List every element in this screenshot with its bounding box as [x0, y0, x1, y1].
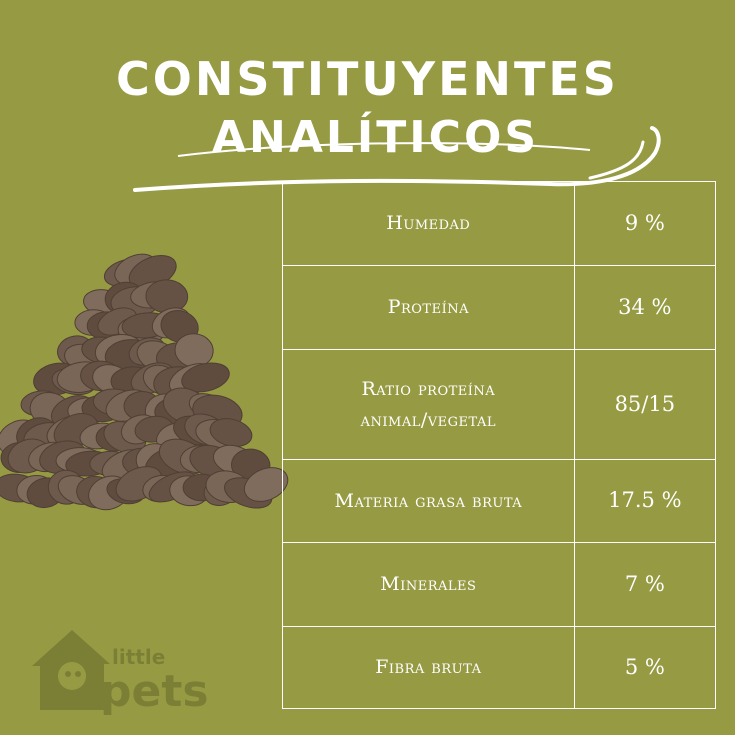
table-row: Fibra bruta 5 % — [282, 626, 717, 709]
row-label: Proteína — [282, 265, 575, 350]
row-value: 7 % — [573, 542, 717, 627]
table-row: Ratio proteína animal/vegetal 85/15 — [282, 349, 717, 460]
row-value: 9 % — [573, 181, 717, 266]
row-value: 85/15 — [573, 349, 717, 460]
row-label: Fibra bruta — [282, 626, 575, 709]
logo-text-top: little — [112, 645, 165, 669]
table-row: Materia grasa bruta 17.5 % — [282, 459, 717, 543]
kibble-pile-image — [0, 253, 289, 511]
title-line-2: ANALÍTICOS — [211, 112, 540, 163]
table-row: Proteína 34 % — [282, 265, 717, 350]
little-pets-logo: little pets — [32, 630, 209, 716]
row-label: Ratio proteína animal/vegetal — [282, 349, 575, 460]
row-value: 5 % — [573, 626, 717, 709]
kibble-piece — [181, 362, 230, 393]
nutrition-table: Humedad 9 % Proteína 34 % Ratio proteína… — [282, 181, 717, 709]
row-label: Minerales — [282, 542, 575, 627]
row-value: 17.5 % — [573, 459, 717, 543]
row-label: Materia grasa bruta — [282, 459, 575, 543]
row-value: 34 % — [573, 265, 717, 350]
title-line-1: CONSTITUYENTES — [116, 52, 619, 106]
table-row: Humedad 9 % — [282, 181, 717, 266]
logo-text-bottom: pets — [100, 666, 209, 716]
table-row: Minerales 7 % — [282, 542, 717, 627]
row-label: Humedad — [282, 181, 575, 266]
